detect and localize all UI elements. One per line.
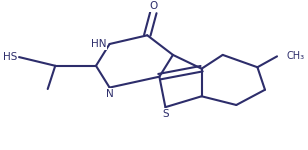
Text: O: O bbox=[149, 1, 157, 11]
Text: S: S bbox=[162, 109, 169, 119]
Text: N: N bbox=[106, 89, 113, 99]
Text: HS: HS bbox=[3, 52, 18, 62]
Text: HN: HN bbox=[91, 39, 107, 49]
Text: CH₃: CH₃ bbox=[286, 51, 304, 61]
